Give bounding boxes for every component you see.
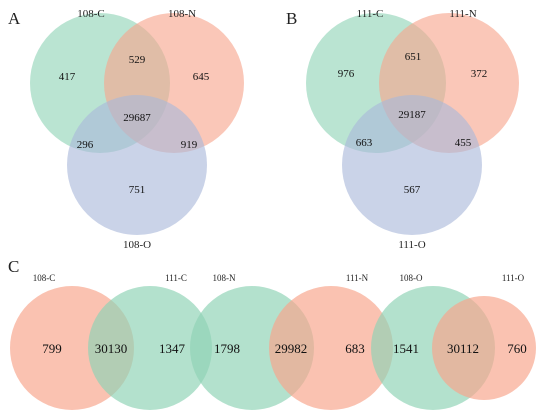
- venn-c-pair-3: 108-O 111-O 1541 30112 760: [371, 273, 536, 410]
- venn-c1-label-right: 111-C: [165, 273, 187, 283]
- venn-c1-value-left-only: 799: [42, 341, 62, 356]
- venn-b-label-c: 111-C: [357, 8, 384, 20]
- venn-c1-label-left: 108-C: [33, 273, 56, 283]
- venn-c2-value-overlap: 29982: [275, 341, 308, 356]
- venn-a-circle-o: [67, 95, 207, 235]
- venn-a-value-co: 296: [77, 139, 94, 151]
- venn-b-value-n-only: 372: [471, 68, 488, 80]
- venn-c1-circle-right: [88, 286, 212, 410]
- panel-a: A 108-C 108-N 108-O 417 645 529 29687 29…: [8, 8, 244, 251]
- venn-a-value-o-only: 751: [129, 184, 146, 196]
- venn-c2-value-right-only: 683: [345, 341, 365, 356]
- venn-b-label-n: 111-N: [449, 8, 476, 20]
- venn-c3-label-left: 108-O: [400, 273, 423, 283]
- venn-b-value-c-only: 976: [338, 68, 355, 80]
- venn-c3-value-right-only: 760: [507, 341, 527, 356]
- panel-c-letter: C: [8, 257, 19, 276]
- panel-a-letter: A: [8, 9, 21, 28]
- panel-c: C 108-C 111-C 799 30130 1347 108-N 111-N…: [8, 257, 536, 410]
- venn-c1-value-overlap: 30130: [95, 341, 128, 356]
- venn-b-value-no: 455: [455, 137, 472, 149]
- venn-a-value-n-only: 645: [193, 71, 210, 83]
- venn-b-value-cn: 651: [405, 51, 422, 63]
- venn-a-label-c: 108-C: [77, 8, 105, 20]
- venn-c2-circle-right: [269, 286, 393, 410]
- venn-a-value-c-only: 417: [59, 71, 76, 83]
- panel-b-letter: B: [286, 9, 297, 28]
- venn-a-value-cno: 29687: [123, 112, 151, 124]
- venn-c1-value-right-only: 1347: [159, 341, 186, 356]
- venn-c-pair-2: 108-N 111-N 1798 29982 683: [190, 273, 393, 410]
- venn-c2-label-right: 111-N: [346, 273, 369, 283]
- venn-c2-value-left-only: 1798: [214, 341, 240, 356]
- venn-b-circle-o: [342, 95, 482, 235]
- venn-b-value-o-only: 567: [404, 184, 421, 196]
- venn-a-label-o: 108-O: [123, 239, 151, 251]
- venn-b-value-co: 663: [356, 137, 373, 149]
- venn-c3-value-overlap: 30112: [447, 341, 479, 356]
- venn-a-value-cn: 529: [129, 54, 146, 66]
- venn-a-label-n: 108-N: [168, 8, 196, 20]
- venn-b-value-cno: 29187: [398, 109, 426, 121]
- venn-c3-circle-right: [432, 296, 536, 400]
- venn-b-label-o: 111-O: [398, 239, 425, 251]
- venn-c3-label-right: 111-O: [502, 273, 525, 283]
- venn-c2-label-left: 108-N: [213, 273, 236, 283]
- panel-b: B 111-C 111-N 111-O 976 372 651 29187 66…: [286, 8, 519, 251]
- venn-c3-value-left-only: 1541: [393, 341, 419, 356]
- venn-c-pair-1: 108-C 111-C 799 30130 1347: [10, 273, 212, 410]
- venn-a-value-no: 919: [181, 139, 198, 151]
